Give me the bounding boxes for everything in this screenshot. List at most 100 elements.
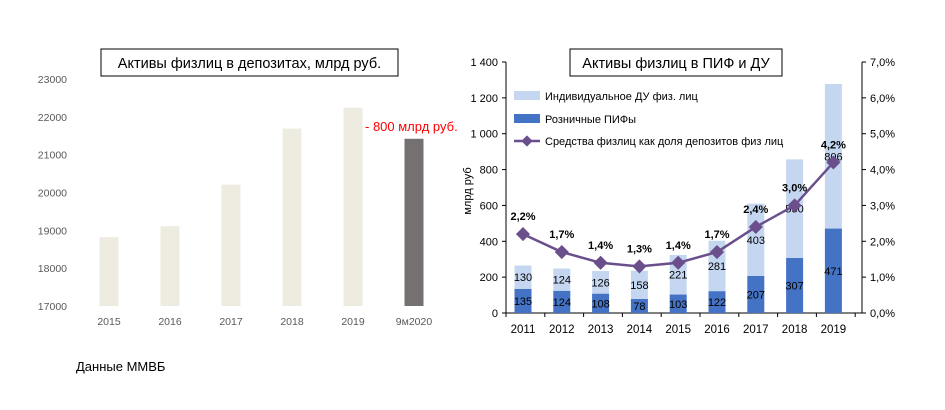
chart2-share-marker [593,255,608,270]
legend-swatch-retail-funds [514,114,540,123]
chart1-bar [221,184,241,306]
chart2-bar-retail-funds [669,294,687,313]
chart2-share-label: 4,2% [821,139,846,151]
chart2-data-label-individual-du: 221 [669,270,687,282]
chart1-x-tick-label: 2018 [280,316,304,328]
chart2-y-tick-label: 1 000 [470,129,498,141]
chart2-share-marker [671,255,686,270]
chart2-bar-retail-funds [592,293,610,313]
chart1-bar [160,226,180,306]
chart1-y-tick-label: 23000 [38,74,67,86]
chart2-x-tick-label: 2018 [782,324,808,336]
chart2-bar-individual-du [592,271,610,294]
chart2-data-label-retail-funds: 78 [633,301,645,313]
chart1-x-tick-label: 2015 [97,316,121,328]
chart2-y-axis-label: млрд руб [462,167,474,214]
chart2-share-marker [554,244,569,260]
chart1-bar [404,138,424,306]
chart2-data-label-retail-funds: 108 [591,298,609,310]
chart2-share-marker [515,227,531,242]
chart2-data-label-individual-du: 124 [553,275,571,287]
chart1-y-tick-label: 17000 [38,301,67,313]
chart1-annotation: - 800 млрд руб. [365,119,458,134]
chart2-title-box [569,48,783,77]
chart2-y-tick-label: 600 [480,200,498,212]
chart2-y2-tick-label: 2,0% [870,236,895,248]
chart1-y-tick-label: 21000 [38,150,67,162]
chart2-y-tick-label: 0 [492,308,498,320]
chart1-bar [99,237,119,306]
chart2-data-label-individual-du: 281 [708,261,726,273]
chart2-data-label-individual-du: 130 [514,272,532,284]
chart2-share-label: 1,7% [549,229,574,241]
chart1-title-box [100,48,399,77]
chart2-data-label-retail-funds: 207 [747,289,765,301]
chart2-x-tick-label: 2012 [549,324,575,336]
chart2-y2-tick-label: 5,0% [870,129,895,141]
chart2-y-tick-label: 200 [480,272,498,284]
chart1-x-tick-label: 9м2020 [396,316,433,328]
chart2-bar-retail-funds [553,290,571,313]
chart2-data-label-retail-funds: 135 [514,296,532,308]
chart2-share-marker [787,198,802,213]
chart2-bar-individual-du [630,270,648,300]
legend-marker-share [521,135,533,147]
chart2-y2-tick-label: 0,0% [870,308,895,320]
chart1-bar [282,128,302,306]
chart1-x-tick-label: 2016 [158,316,182,328]
chart2-y-tick-label: 1 400 [470,57,498,69]
chart2-y-tick-label: 1 200 [470,93,498,105]
legend-swatch-individual-du [514,91,540,100]
chart1-x-tick-label: 2017 [219,316,243,328]
legend-label-individual-du: Индивидуальное ДУ физ. лиц [545,91,698,103]
chart2-share-marker [748,219,763,235]
chart1-bar [343,107,363,307]
chart2-share-label: 2,2% [510,211,535,223]
chart2-bar-retail-funds [514,288,532,313]
chart2-bar-retail-funds [786,257,804,313]
chart2-data-label-retail-funds: 307 [785,280,803,292]
chart2-share-marker [826,155,841,170]
chart2-data-label-individual-du: 158 [630,280,648,292]
chart2-x-tick-label: 2013 [588,324,614,336]
chart2-x-tick-label: 2016 [704,324,730,336]
legend-label-retail-funds: Розничные ПИФы [545,114,636,126]
chart2-x-tick-label: 2017 [743,324,769,336]
chart2-bar-individual-du [553,268,571,291]
chart2-data-label-retail-funds: 122 [708,297,726,309]
chart1-y-tick-label: 22000 [38,112,67,124]
chart2-share-marker [632,259,647,274]
chart2-x-tick-label: 2014 [627,324,653,336]
chart2-share-label: 1,4% [588,240,613,252]
chart2-bar-retail-funds [747,275,765,313]
chart2-data-label-retail-funds: 471 [824,266,842,278]
chart1-title: Активы физлиц в депозитах, млрд руб. [118,56,381,72]
chart2-share-label: 1,7% [704,229,729,241]
chart1-y-tick-label: 18000 [38,263,67,275]
chart2-y-tick-label: 800 [480,165,498,177]
chart2-x-tick-label: 2019 [821,324,847,336]
chart2-data-label-individual-du: 126 [591,277,609,289]
chart2-y2-tick-label: 1,0% [870,272,895,284]
source-note: Данные ММВБ [76,359,166,374]
chart2-share-label: 1,4% [666,240,691,252]
chart2-share-label: 1,3% [627,243,652,255]
chart2-bar-individual-du [514,265,532,289]
chart2-y-tick-label: 400 [480,236,498,248]
chart2-bar-retail-funds [630,299,648,313]
chart1-x-tick-label: 2019 [341,316,365,328]
chart2-share-label: 2,4% [743,204,768,216]
chart2-data-label-individual-du: 403 [747,235,765,247]
chart2-share-marker [709,244,725,260]
chart2-title: Активы физлиц в ПИФ и ДУ [582,56,770,72]
chart2-bar-retail-funds [708,291,726,313]
chart2-y2-tick-label: 3,0% [870,200,895,212]
chart1-y-tick-label: 20000 [38,188,67,200]
chart2-y2-tick-label: 7,0% [870,57,895,69]
chart2-y2-tick-label: 6,0% [870,93,895,105]
chart1-y-tick-label: 19000 [38,225,67,237]
chart2-y2-tick-label: 4,0% [870,165,895,177]
chart2-x-tick-label: 2011 [511,324,536,336]
chart2-data-label-retail-funds: 124 [553,297,571,309]
legend-label-share: Средства физлиц как доля депозитов физ л… [545,136,784,148]
